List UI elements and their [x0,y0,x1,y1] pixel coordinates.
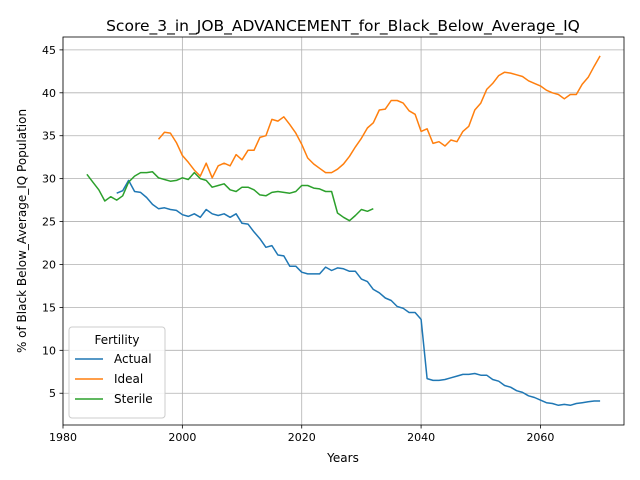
series-line-ideal [157,55,601,179]
x-tick-label: 2000 [168,431,196,444]
legend: Fertility Actual Ideal Sterile [68,326,166,419]
y-tick-label: 10 [42,344,56,357]
y-tick-label: 35 [42,130,56,143]
legend-label-ideal: Ideal [114,372,143,386]
x-tick-label: 2060 [526,431,554,444]
y-tick-label: 25 [42,216,56,229]
y-axis-ticks: 5 10 15 20 25 30 35 40 45 [42,44,63,400]
x-tick-label: 2020 [288,431,316,444]
x-tick-label: 2040 [407,431,435,444]
y-tick-label: 30 [42,173,56,186]
y-tick-label: 45 [42,44,56,57]
series-line-sterile [86,171,374,222]
legend-title: Fertility [94,333,139,347]
x-axis-label: Years [326,451,359,465]
grid [62,37,624,425]
x-axis-ticks: 1980 2000 2020 2040 2060 [49,425,554,444]
series-lines [86,55,601,407]
series-line-actual [116,179,601,407]
plot-frame [62,36,625,426]
y-tick-label: 5 [49,387,56,400]
x-tick-label: 1980 [49,431,77,444]
legend-label-actual: Actual [114,352,152,366]
y-axis-label: % of Black Below_Average_IQ Population [15,109,29,353]
y-tick-label: 40 [42,87,56,100]
legend-label-sterile: Sterile [114,392,153,406]
y-tick-label: 20 [42,258,56,271]
chart-title: Score_3_in_JOB_ADVANCEMENT_for_Black_Bel… [106,17,580,36]
y-tick-label: 15 [42,301,56,314]
legend-box [68,326,166,419]
